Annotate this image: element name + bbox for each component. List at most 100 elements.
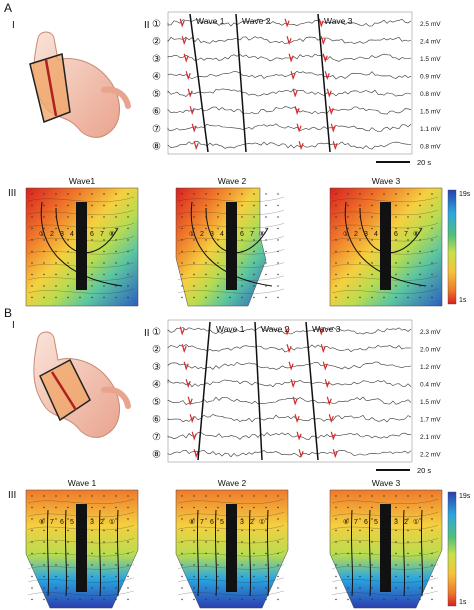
propagation-arrow xyxy=(196,509,200,597)
activation-marker xyxy=(296,123,302,133)
electrode-dot xyxy=(217,598,219,601)
electrode-dot xyxy=(347,529,349,532)
electrode-dot xyxy=(371,296,373,299)
activation-marker xyxy=(284,18,290,28)
activation-marker xyxy=(288,361,294,371)
electrode-dot xyxy=(371,564,373,566)
activation-marker xyxy=(294,414,300,424)
activation-marker xyxy=(326,396,332,406)
electrode-dot xyxy=(383,598,385,601)
electrode-dot xyxy=(371,285,373,287)
incision-bar xyxy=(380,202,391,290)
electrode-dot xyxy=(359,529,361,532)
electrode-number: 5 xyxy=(374,519,378,526)
electrode-dot xyxy=(217,273,219,276)
activation-marker xyxy=(296,431,302,441)
isochrone-line xyxy=(331,288,439,294)
electrode-dot xyxy=(115,587,117,589)
isochrone-line xyxy=(177,498,285,504)
electrode-dot xyxy=(31,506,33,509)
propagation-arrow xyxy=(266,509,270,597)
activation-marker xyxy=(332,449,338,459)
isochrone-line xyxy=(27,498,135,504)
electrode-dot xyxy=(407,575,409,578)
amplitude-label: 2.1 mV xyxy=(420,434,441,441)
isochronal-map: Wave 1 ⑧ 7 6 5 4 3 2 ① xyxy=(25,478,139,609)
electrode-dot xyxy=(395,529,397,532)
electrode-dot xyxy=(347,495,349,497)
electrode-dot xyxy=(407,495,409,497)
isochrone-line xyxy=(177,590,285,596)
electrode-dot xyxy=(43,564,45,566)
electrode-dot xyxy=(127,193,129,195)
electrode-dot xyxy=(241,193,243,195)
map-title: Wave1 xyxy=(69,176,95,186)
incision-bar xyxy=(226,202,237,290)
electrode-dot xyxy=(55,541,57,543)
electrode-dot xyxy=(335,564,337,566)
electrode-dot xyxy=(419,296,421,299)
electrode-dot xyxy=(67,495,69,497)
electrode-dot xyxy=(253,564,255,566)
electrode-dot xyxy=(431,552,433,555)
propagation-arrow xyxy=(55,207,119,254)
electrode-dot xyxy=(359,296,361,299)
electrode-dot xyxy=(241,575,243,578)
electrode-dot xyxy=(217,506,219,509)
electrode-dot xyxy=(395,193,397,195)
trace-line xyxy=(167,344,412,353)
electrode-dot xyxy=(419,598,421,601)
amplitude-label: 1.7 mV xyxy=(420,416,441,423)
activation-marker xyxy=(187,88,193,98)
electrode-dot xyxy=(265,541,267,543)
electrode-dot xyxy=(431,541,433,543)
electrode-dot xyxy=(419,204,421,207)
subpanel-label-i: I xyxy=(12,320,15,331)
electrode-dot xyxy=(43,529,45,532)
electrode-dot xyxy=(115,250,117,253)
electrode-dot xyxy=(407,598,409,601)
activation-marker xyxy=(320,36,326,46)
channel-label: ⑦ xyxy=(152,432,161,443)
electrode-number: 3 xyxy=(210,231,214,238)
activation-marker xyxy=(191,123,197,133)
activation-marker xyxy=(179,18,185,28)
electrode-dot xyxy=(55,506,57,509)
isochrone-line xyxy=(27,288,135,294)
electrode-dot xyxy=(265,285,267,287)
electrode-dot xyxy=(43,262,45,264)
electrode-dot xyxy=(193,204,195,207)
electrode-dot xyxy=(253,193,255,195)
electrode-dot xyxy=(431,239,433,241)
duodenum xyxy=(101,86,131,109)
electrode-dot xyxy=(359,564,361,566)
incision-bar xyxy=(76,202,87,290)
electrode-dot xyxy=(67,204,69,207)
electrode-dot xyxy=(181,564,183,566)
electrode-dot xyxy=(253,518,255,520)
electrode-dot xyxy=(277,506,279,509)
electrode-dot xyxy=(55,262,57,264)
activation-marker xyxy=(330,123,336,133)
electrode-dot xyxy=(67,575,69,578)
colorbar: 19s 1s xyxy=(447,491,471,607)
electrode-dot xyxy=(127,296,129,299)
electrode-dot xyxy=(181,575,183,578)
electrode-dot xyxy=(55,529,57,532)
electrode-dot xyxy=(115,296,117,299)
amplitude-label: 1.5 mV xyxy=(420,399,441,406)
electrode-dot xyxy=(91,273,93,276)
electrode-dot xyxy=(371,541,373,543)
electrode-dot xyxy=(431,587,433,589)
electrode-dot xyxy=(395,296,397,299)
electrode-dot xyxy=(359,285,361,287)
wave-label: Wave 2 xyxy=(242,16,271,26)
channel-label: ⑧ xyxy=(152,449,161,460)
electrode-dot xyxy=(265,273,267,276)
isochrone-line xyxy=(331,498,439,504)
electrode-dot xyxy=(205,285,207,287)
trace-line xyxy=(167,71,412,80)
electrode-dot xyxy=(115,564,117,566)
electrode-dot xyxy=(43,587,45,589)
electrode-dot xyxy=(103,552,105,555)
